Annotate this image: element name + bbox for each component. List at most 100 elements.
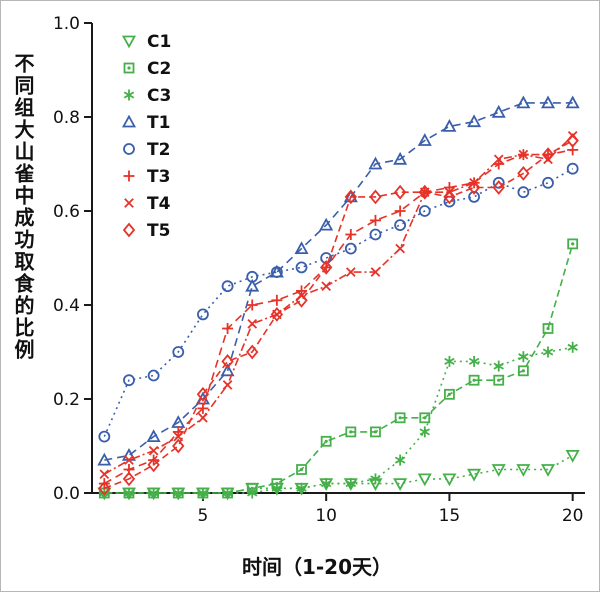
triangle-up-marker	[146, 429, 161, 443]
legend-label: C1	[147, 32, 171, 52]
diamond-marker	[295, 292, 308, 308]
asterisk-marker	[468, 357, 480, 365]
x-marker	[518, 149, 529, 160]
diamond-marker	[270, 306, 284, 322]
x-marker	[173, 431, 184, 442]
x-marker	[370, 267, 381, 277]
legend-label: T2	[147, 140, 170, 160]
diamond-marker	[344, 189, 357, 205]
square-dot-marker	[517, 365, 529, 377]
asterisk-marker	[123, 489, 135, 497]
asterisk-marker	[518, 353, 529, 361]
square-dot-marker	[468, 374, 480, 386]
series-T4	[99, 130, 578, 480]
x-tick-label: 5	[198, 506, 209, 526]
triangle-up-marker	[467, 114, 482, 128]
asterisk-marker	[345, 480, 357, 488]
x-marker	[148, 445, 159, 456]
circle-marker	[147, 369, 160, 382]
diamond-marker	[196, 386, 210, 402]
y-tick-label: 0.2	[53, 390, 80, 410]
circle-marker	[123, 143, 135, 155]
asterisk-marker	[320, 480, 332, 488]
series-line-C3	[104, 346, 573, 494]
square-dot-marker	[345, 426, 357, 438]
triangle-up-marker	[491, 104, 506, 118]
asterisk-marker	[123, 91, 135, 99]
asterisk-marker	[296, 484, 307, 492]
asterisk-marker	[493, 362, 504, 370]
triangle-down-marker	[417, 473, 432, 487]
diamond-marker	[98, 480, 111, 496]
asterisk-marker	[542, 348, 554, 356]
circle-marker	[542, 176, 554, 189]
circle-marker	[394, 219, 407, 232]
legend-item-T4: T4	[124, 194, 171, 214]
circle-marker	[517, 186, 530, 199]
series-T3	[98, 144, 579, 490]
diamond-marker	[122, 222, 136, 238]
asterisk-marker	[444, 357, 455, 365]
triangle-down-marker	[442, 473, 457, 487]
legend-item-T2: T2	[123, 140, 170, 160]
triangle-down-marker	[516, 464, 531, 477]
x-tick-label: 15	[439, 506, 461, 526]
x-marker	[124, 198, 134, 208]
diamond-marker	[320, 259, 333, 275]
legend-label: T5	[147, 221, 170, 241]
series-T5	[98, 133, 579, 496]
legend-item-C1: C1	[121, 32, 171, 52]
asterisk-marker	[394, 456, 406, 464]
triangle-up-marker	[417, 133, 432, 146]
diamond-marker	[467, 180, 481, 195]
circle-marker	[566, 162, 579, 175]
triangle-up-marker	[97, 452, 112, 466]
legend-item-T5: T5	[122, 221, 170, 241]
legend-label: C3	[147, 86, 171, 106]
diamond-marker	[147, 457, 160, 473]
triangle-up-marker	[245, 278, 260, 292]
x-marker	[395, 243, 405, 254]
square-dot-center	[127, 66, 131, 70]
circle-marker	[295, 261, 308, 274]
series-T1	[97, 95, 580, 466]
triangle-up-marker	[121, 114, 137, 128]
series-T2	[98, 162, 579, 443]
triangle-down-marker	[491, 464, 506, 477]
square-dot-center	[423, 416, 427, 420]
diamond-marker	[393, 184, 407, 200]
square-dot-marker	[296, 464, 307, 475]
square-dot-center	[472, 378, 476, 382]
triangle-down-marker	[467, 468, 482, 482]
series-line-T2	[103, 168, 574, 437]
legend-label: T1	[147, 113, 170, 133]
chart-canvas: 0.0 0.2 0.4 0.6 0.8 1.0 5 10 15 20 C1 C2 C3 T1 T2 T3 T4 T…	[53, 14, 585, 526]
x-marker	[99, 469, 110, 480]
diamond-marker	[172, 438, 185, 454]
square-dot-center	[571, 242, 575, 246]
y-tick-label: 0.8	[53, 108, 80, 128]
circle-marker	[369, 228, 382, 241]
square-dot-marker	[320, 435, 332, 447]
series-line-C1	[104, 454, 574, 494]
circle-marker	[468, 190, 480, 203]
asterisk-marker	[148, 489, 159, 497]
circle-marker	[197, 308, 209, 321]
asterisk-marker	[271, 484, 283, 492]
y-axis-label: 不同组大山雀中成功取食的比例	[11, 53, 35, 361]
diamond-marker	[541, 147, 555, 163]
legend-item-T3: T3	[123, 167, 170, 187]
asterisk-marker	[370, 475, 381, 483]
x-tick-label: 10	[315, 506, 337, 526]
triangle-up-marker	[565, 95, 580, 109]
square-dot-center	[324, 439, 328, 443]
circle-marker	[344, 242, 357, 255]
legend-label: T4	[147, 194, 171, 214]
series-C3	[99, 341, 578, 499]
square-dot-center	[546, 326, 550, 331]
square-dot-center	[398, 416, 402, 420]
x-axis-label: 时间（1-20天）	[241, 555, 393, 579]
square-dot-marker	[542, 323, 554, 334]
square-dot-marker	[567, 238, 579, 250]
x-marker	[198, 412, 208, 423]
